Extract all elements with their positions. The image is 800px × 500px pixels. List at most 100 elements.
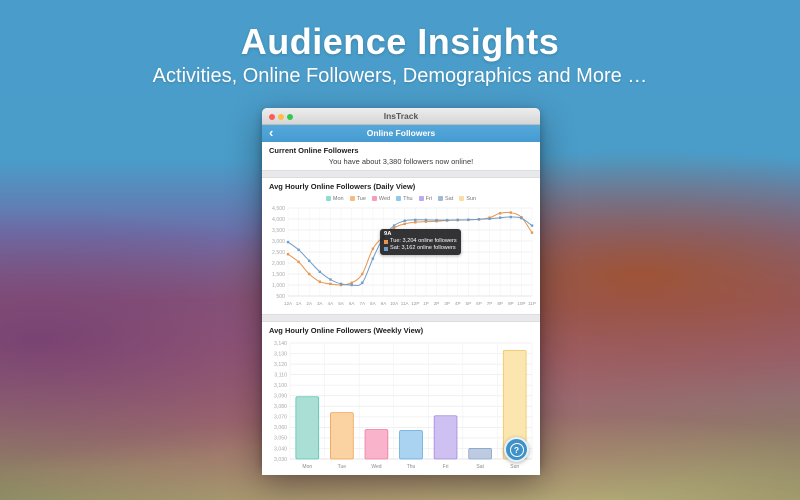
- svg-text:Wed: Wed: [371, 464, 381, 470]
- legend-swatch: [349, 196, 355, 201]
- weekly-chart-header: Avg Hourly Online Followers (Weekly View…: [262, 322, 540, 337]
- close-button[interactable]: [269, 114, 275, 120]
- daily-chart-container: Mon Tue Wed Thu Fri Sat Sun 12A 1A 2A 3A 4A 5A 6A 7A 8…: [262, 193, 540, 314]
- svg-text:3,000: 3,000: [272, 239, 285, 245]
- minimize-button[interactable]: [278, 114, 284, 120]
- svg-text:3,090: 3,090: [274, 394, 287, 400]
- svg-text:4P: 4P: [455, 301, 461, 306]
- section-divider: [262, 314, 540, 322]
- svg-text:12A: 12A: [284, 301, 293, 306]
- chart-legend: Mon Tue Wed Thu Fri Sat Sun: [262, 193, 540, 204]
- svg-text:1P: 1P: [423, 301, 429, 306]
- svg-text:3,050: 3,050: [274, 436, 287, 442]
- svg-text:3,500: 3,500: [272, 228, 285, 234]
- tooltip-swatch: [384, 246, 388, 251]
- svg-text:11P: 11P: [528, 301, 536, 306]
- legend-item-fri[interactable]: Fri: [418, 195, 433, 202]
- daily-line-chart[interactable]: 12A 1A 2A 3A 4A 5A 6A 7A 8A 9A 10A 11A 12P 1P 2P 3P 4P 5P…: [262, 204, 540, 314]
- svg-text:2A: 2A: [306, 301, 313, 306]
- legend-label: Thu: [403, 195, 413, 202]
- svg-text:6P: 6P: [476, 301, 482, 306]
- svg-text:3,040: 3,040: [274, 446, 287, 452]
- svg-text:Tue: Tue: [338, 464, 347, 470]
- svg-text:Mon: Mon: [302, 464, 312, 470]
- svg-text:3,060: 3,060: [274, 425, 287, 431]
- tooltip-title: 9A: [384, 231, 392, 237]
- page-title: Audience Insights: [240, 21, 560, 62]
- svg-text:5A: 5A: [338, 301, 345, 306]
- question-mark-icon: ?: [509, 442, 524, 457]
- svg-text:Sun: Sun: [510, 464, 519, 470]
- svg-text:1A: 1A: [296, 301, 303, 306]
- legend-item-mon[interactable]: Mon: [325, 195, 344, 202]
- help-button[interactable]: ?: [504, 437, 529, 462]
- svg-text:9P: 9P: [508, 301, 514, 306]
- page-subtitle: Activities, Online Followers, Demographi…: [152, 65, 648, 87]
- nav-title: Online Followers: [366, 128, 436, 138]
- svg-text:3,110: 3,110: [274, 372, 287, 378]
- legend-label: Tue: [356, 195, 366, 202]
- svg-text:3,100: 3,100: [274, 383, 287, 389]
- app-window: InsTrack ‹ Online Followers Current Onli…: [262, 108, 540, 475]
- svg-text:3,130: 3,130: [274, 351, 287, 357]
- svg-text:3,080: 3,080: [274, 404, 287, 410]
- legend-label: Sun: [466, 195, 477, 202]
- legend-swatch: [418, 196, 424, 201]
- legend-item-thu[interactable]: Thu: [396, 195, 413, 202]
- legend-swatch: [371, 196, 377, 201]
- window-titlebar: InsTrack: [262, 108, 540, 125]
- zoom-button[interactable]: [287, 114, 293, 120]
- legend-label: Sat: [445, 195, 454, 202]
- legend-label: Mon: [332, 195, 344, 202]
- svg-text:6A: 6A: [349, 301, 356, 306]
- svg-text:3A: 3A: [317, 301, 324, 306]
- svg-text:4,000: 4,000: [272, 217, 285, 223]
- svg-text:7A: 7A: [359, 301, 366, 306]
- legend-item-wed[interactable]: Wed: [371, 195, 391, 202]
- svg-text:7P: 7P: [487, 301, 493, 306]
- legend-label: Fri: [425, 195, 433, 202]
- tooltip-text: Sat: 3,162 online followers: [390, 245, 456, 251]
- svg-text:2P: 2P: [434, 301, 440, 306]
- legend-swatch: [438, 196, 444, 201]
- svg-text:3,030: 3,030: [274, 457, 287, 463]
- svg-text:11A: 11A: [401, 301, 410, 306]
- current-followers-message: You have about 3,380 followers now onlin…: [262, 157, 540, 170]
- svg-text:3,070: 3,070: [274, 415, 287, 421]
- svg-text:3,120: 3,120: [274, 362, 287, 368]
- weekly-chart-container: 3,030 3,040 3,050 3,060 3,070 3,080 3,090 3,100…: [262, 337, 540, 475]
- svg-text:Thu: Thu: [407, 464, 416, 470]
- svg-text:3,140: 3,140: [274, 341, 287, 347]
- svg-text:500: 500: [276, 294, 285, 300]
- svg-text:10P: 10P: [517, 301, 525, 306]
- svg-text:12P: 12P: [411, 301, 419, 306]
- legend-item-sun[interactable]: Sun: [459, 196, 476, 202]
- svg-text:9A: 9A: [381, 301, 388, 306]
- svg-text:8P: 8P: [497, 301, 503, 306]
- daily-chart-header: Avg Hourly Online Followers (Daily View): [262, 178, 540, 193]
- legend-item-sat[interactable]: Sat: [438, 196, 453, 202]
- section-divider: [262, 170, 540, 178]
- weekly-bar-chart[interactable]: 3,030 3,040 3,050 3,060 3,070 3,080 3,090 3,100…: [262, 337, 540, 475]
- chart-tooltip: 9A Tue: 3,204 online followers Sat: 3,162 …: [380, 229, 461, 255]
- tooltip-row: Sat: 3,162 online followers: [384, 245, 457, 252]
- svg-text:1,500: 1,500: [272, 272, 285, 278]
- legend-label: Wed: [378, 195, 391, 202]
- window-title: InsTrack: [383, 111, 419, 121]
- tooltip-row: Tue: 3,204 online followers: [384, 238, 457, 245]
- tooltip-swatch: [384, 239, 388, 244]
- svg-text:2,000: 2,000: [272, 261, 285, 267]
- svg-text:Sat: Sat: [476, 464, 484, 470]
- svg-text:4A: 4A: [328, 301, 335, 306]
- svg-text:5P: 5P: [466, 301, 472, 306]
- legend-swatch: [459, 196, 465, 201]
- tooltip-text: Tue: 3,204 online followers: [390, 238, 457, 244]
- legend-swatch: [396, 196, 402, 201]
- svg-text:2,500: 2,500: [272, 250, 285, 256]
- svg-text:1,000: 1,000: [272, 283, 285, 289]
- back-chevron-icon[interactable]: ‹: [269, 125, 274, 140]
- legend-item-tue[interactable]: Tue: [349, 195, 366, 202]
- svg-text:10A: 10A: [390, 301, 399, 306]
- traffic-lights: [269, 114, 293, 120]
